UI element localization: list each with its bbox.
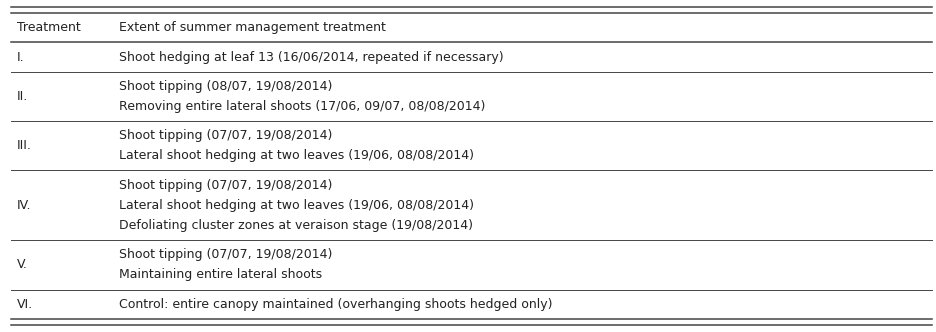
Text: Treatment: Treatment bbox=[17, 21, 80, 35]
Text: Shoot tipping (08/07, 19/08/2014): Shoot tipping (08/07, 19/08/2014) bbox=[119, 80, 332, 93]
Text: I.: I. bbox=[17, 50, 24, 63]
Text: Extent of summer management treatment: Extent of summer management treatment bbox=[119, 21, 386, 35]
Text: Lateral shoot hedging at two leaves (19/06, 08/08/2014): Lateral shoot hedging at two leaves (19/… bbox=[119, 149, 474, 162]
Text: Lateral shoot hedging at two leaves (19/06, 08/08/2014): Lateral shoot hedging at two leaves (19/… bbox=[119, 199, 474, 212]
Text: IV.: IV. bbox=[17, 199, 31, 212]
Text: VI.: VI. bbox=[17, 297, 33, 311]
Text: Shoot tipping (07/07, 19/08/2014): Shoot tipping (07/07, 19/08/2014) bbox=[119, 248, 332, 261]
Text: Defoliating cluster zones at veraison stage (19/08/2014): Defoliating cluster zones at veraison st… bbox=[119, 219, 473, 232]
Text: Control: entire canopy maintained (overhanging shoots hedged only): Control: entire canopy maintained (overh… bbox=[119, 297, 552, 311]
Text: II.: II. bbox=[17, 90, 28, 103]
Text: V.: V. bbox=[17, 258, 28, 271]
Text: Removing entire lateral shoots (17/06, 09/07, 08/08/2014): Removing entire lateral shoots (17/06, 0… bbox=[119, 100, 485, 113]
Text: Shoot hedging at leaf 13 (16/06/2014, repeated if necessary): Shoot hedging at leaf 13 (16/06/2014, re… bbox=[119, 50, 503, 63]
Text: Shoot tipping (07/07, 19/08/2014): Shoot tipping (07/07, 19/08/2014) bbox=[119, 179, 332, 192]
Text: Shoot tipping (07/07, 19/08/2014): Shoot tipping (07/07, 19/08/2014) bbox=[119, 129, 332, 142]
Text: III.: III. bbox=[17, 139, 32, 152]
Text: Maintaining entire lateral shoots: Maintaining entire lateral shoots bbox=[119, 269, 322, 282]
